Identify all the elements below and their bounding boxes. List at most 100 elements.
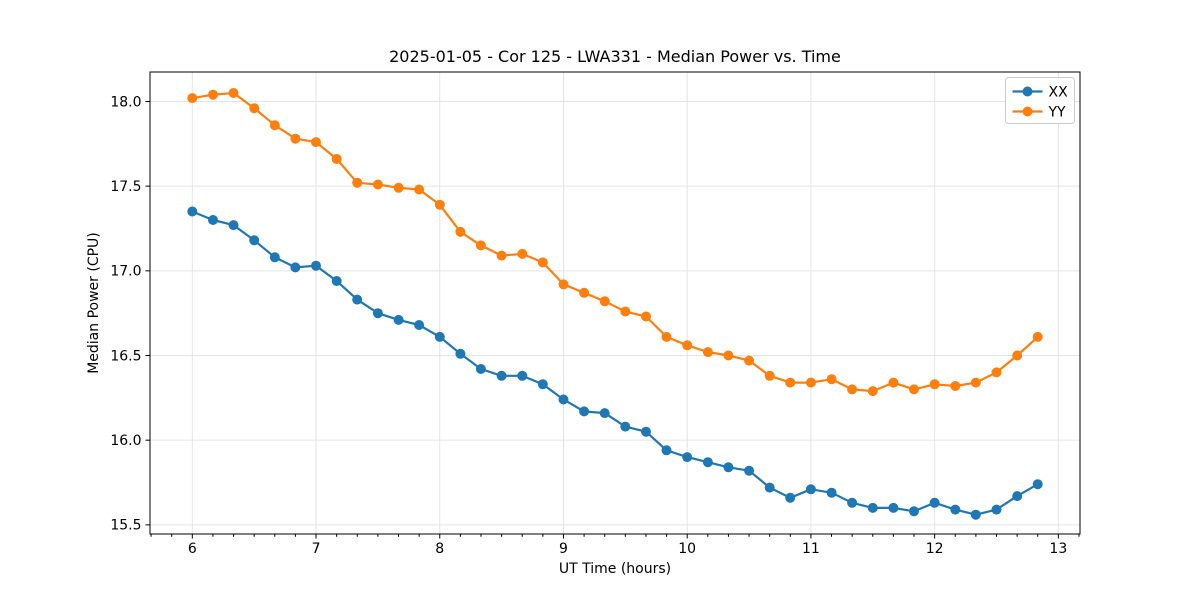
series-xx-point — [372, 308, 383, 319]
series-yy-point — [950, 381, 961, 391]
y-axis-label: Median Power (CPU) — [86, 232, 102, 374]
x-tick-label: 10 — [678, 541, 696, 557]
series-yy-point — [579, 287, 590, 298]
series-xx-point — [1032, 479, 1043, 490]
legend-label: XX — [1049, 84, 1069, 100]
series-yy-point — [496, 250, 507, 261]
series-yy-point — [682, 340, 693, 351]
series-yy-point — [723, 350, 734, 361]
series-xx-point — [785, 492, 796, 503]
series-yy-point — [641, 311, 651, 322]
legend-item-xx: XX — [1012, 84, 1069, 100]
series-yy-point — [537, 257, 548, 268]
series-xx-point — [187, 206, 198, 217]
series-xx-point — [228, 220, 239, 231]
series-xx-point — [579, 406, 590, 417]
series-yy-point — [764, 370, 775, 381]
series-yy-point — [372, 179, 383, 190]
series-yy-point — [1012, 350, 1023, 361]
x-tick-label: 13 — [1049, 541, 1067, 557]
legend-item-yy: YY — [1012, 104, 1067, 120]
series-yy-point — [228, 88, 239, 98]
y-tick-label: 16.0 — [110, 433, 141, 449]
series-yy-point — [558, 279, 569, 290]
series-yy-point — [434, 199, 445, 210]
series-xx-point — [269, 252, 280, 263]
y-tick-labels: 15.5 16.0 16.5 17.0 17.5 18.0 — [110, 94, 141, 533]
series-yy — [187, 88, 1043, 397]
series-xx-point — [909, 506, 919, 517]
series-xx-point — [290, 262, 301, 273]
series-xx-point — [847, 497, 858, 508]
legend-label: YY — [1048, 104, 1067, 120]
series-yy-point — [620, 306, 631, 317]
series-xx-point — [455, 348, 466, 359]
legend: XX YY — [1005, 77, 1075, 124]
series-yy-point — [909, 384, 919, 395]
series-xx-point — [702, 457, 713, 468]
series-xx-point — [826, 487, 837, 498]
series-yy-point — [290, 133, 301, 144]
series-yy-point — [352, 177, 363, 188]
legend-sample-marker — [1022, 86, 1033, 97]
series-yy-point — [867, 386, 878, 397]
series-xx-point — [641, 426, 651, 437]
series-yy-point — [888, 377, 899, 388]
series-yy-point — [826, 374, 837, 385]
series-xx-point — [744, 465, 755, 476]
series-yy-point — [805, 377, 816, 388]
x-axis — [150, 534, 1080, 539]
series-xx-line — [191, 210, 1039, 516]
series-yy-point — [785, 377, 796, 388]
series-xx-point — [723, 462, 734, 473]
x-tick-label: 7 — [312, 541, 321, 557]
x-axis-label: UT Time (hours) — [558, 561, 672, 577]
series-xx-point — [661, 445, 672, 456]
series-yy-point — [599, 296, 610, 307]
series-xx-point — [599, 408, 610, 419]
series-xx-point — [805, 484, 816, 495]
y-axis — [145, 100, 150, 526]
series-yy-point — [517, 248, 528, 259]
series-yy-point — [991, 367, 1002, 378]
series-yy-point — [393, 182, 404, 193]
series-xx-point — [537, 379, 548, 390]
series-yy-point — [455, 226, 466, 237]
series-xx-point — [682, 452, 693, 463]
series-xx-point — [414, 320, 425, 330]
grid — [150, 72, 1080, 534]
series-xx-point — [208, 215, 218, 225]
chart-title: 2025-01-05 - Cor 125 - LWA331 - Median P… — [389, 47, 841, 66]
x-tick-labels: 6 7 8 9 10 11 12 13 — [188, 541, 1067, 557]
x-tick-label: 11 — [802, 541, 820, 557]
series-xx-point — [517, 370, 528, 381]
x-tick-label: 8 — [435, 541, 444, 557]
series-yy-point — [847, 384, 858, 395]
x-tick-label: 12 — [926, 541, 944, 557]
series-xx-point — [929, 497, 940, 508]
series-yy-point — [970, 377, 981, 388]
series-xx-point — [867, 502, 878, 513]
series-yy-point — [702, 347, 713, 358]
series-xx-point — [764, 482, 775, 493]
series-xx-point — [620, 421, 631, 432]
series-xx-point — [352, 294, 363, 305]
x-tick-label: 6 — [188, 541, 197, 557]
y-tick-label: 18.0 — [110, 94, 141, 110]
y-tick-label: 17.0 — [110, 264, 141, 280]
series-xx-point — [249, 235, 260, 246]
series-xx-point — [970, 509, 981, 520]
series-xx-point — [888, 502, 899, 513]
series-yy-markers — [187, 88, 1043, 397]
y-tick-label: 15.5 — [110, 518, 141, 534]
series-xx-point — [331, 276, 342, 286]
series-yy-point — [661, 331, 672, 342]
series-xx — [187, 206, 1043, 520]
series-yy-point — [311, 137, 321, 148]
series-yy-point — [187, 93, 198, 104]
series-yy-point — [475, 240, 486, 251]
plot-border — [149, 71, 1081, 535]
series-yy-point — [208, 89, 218, 100]
